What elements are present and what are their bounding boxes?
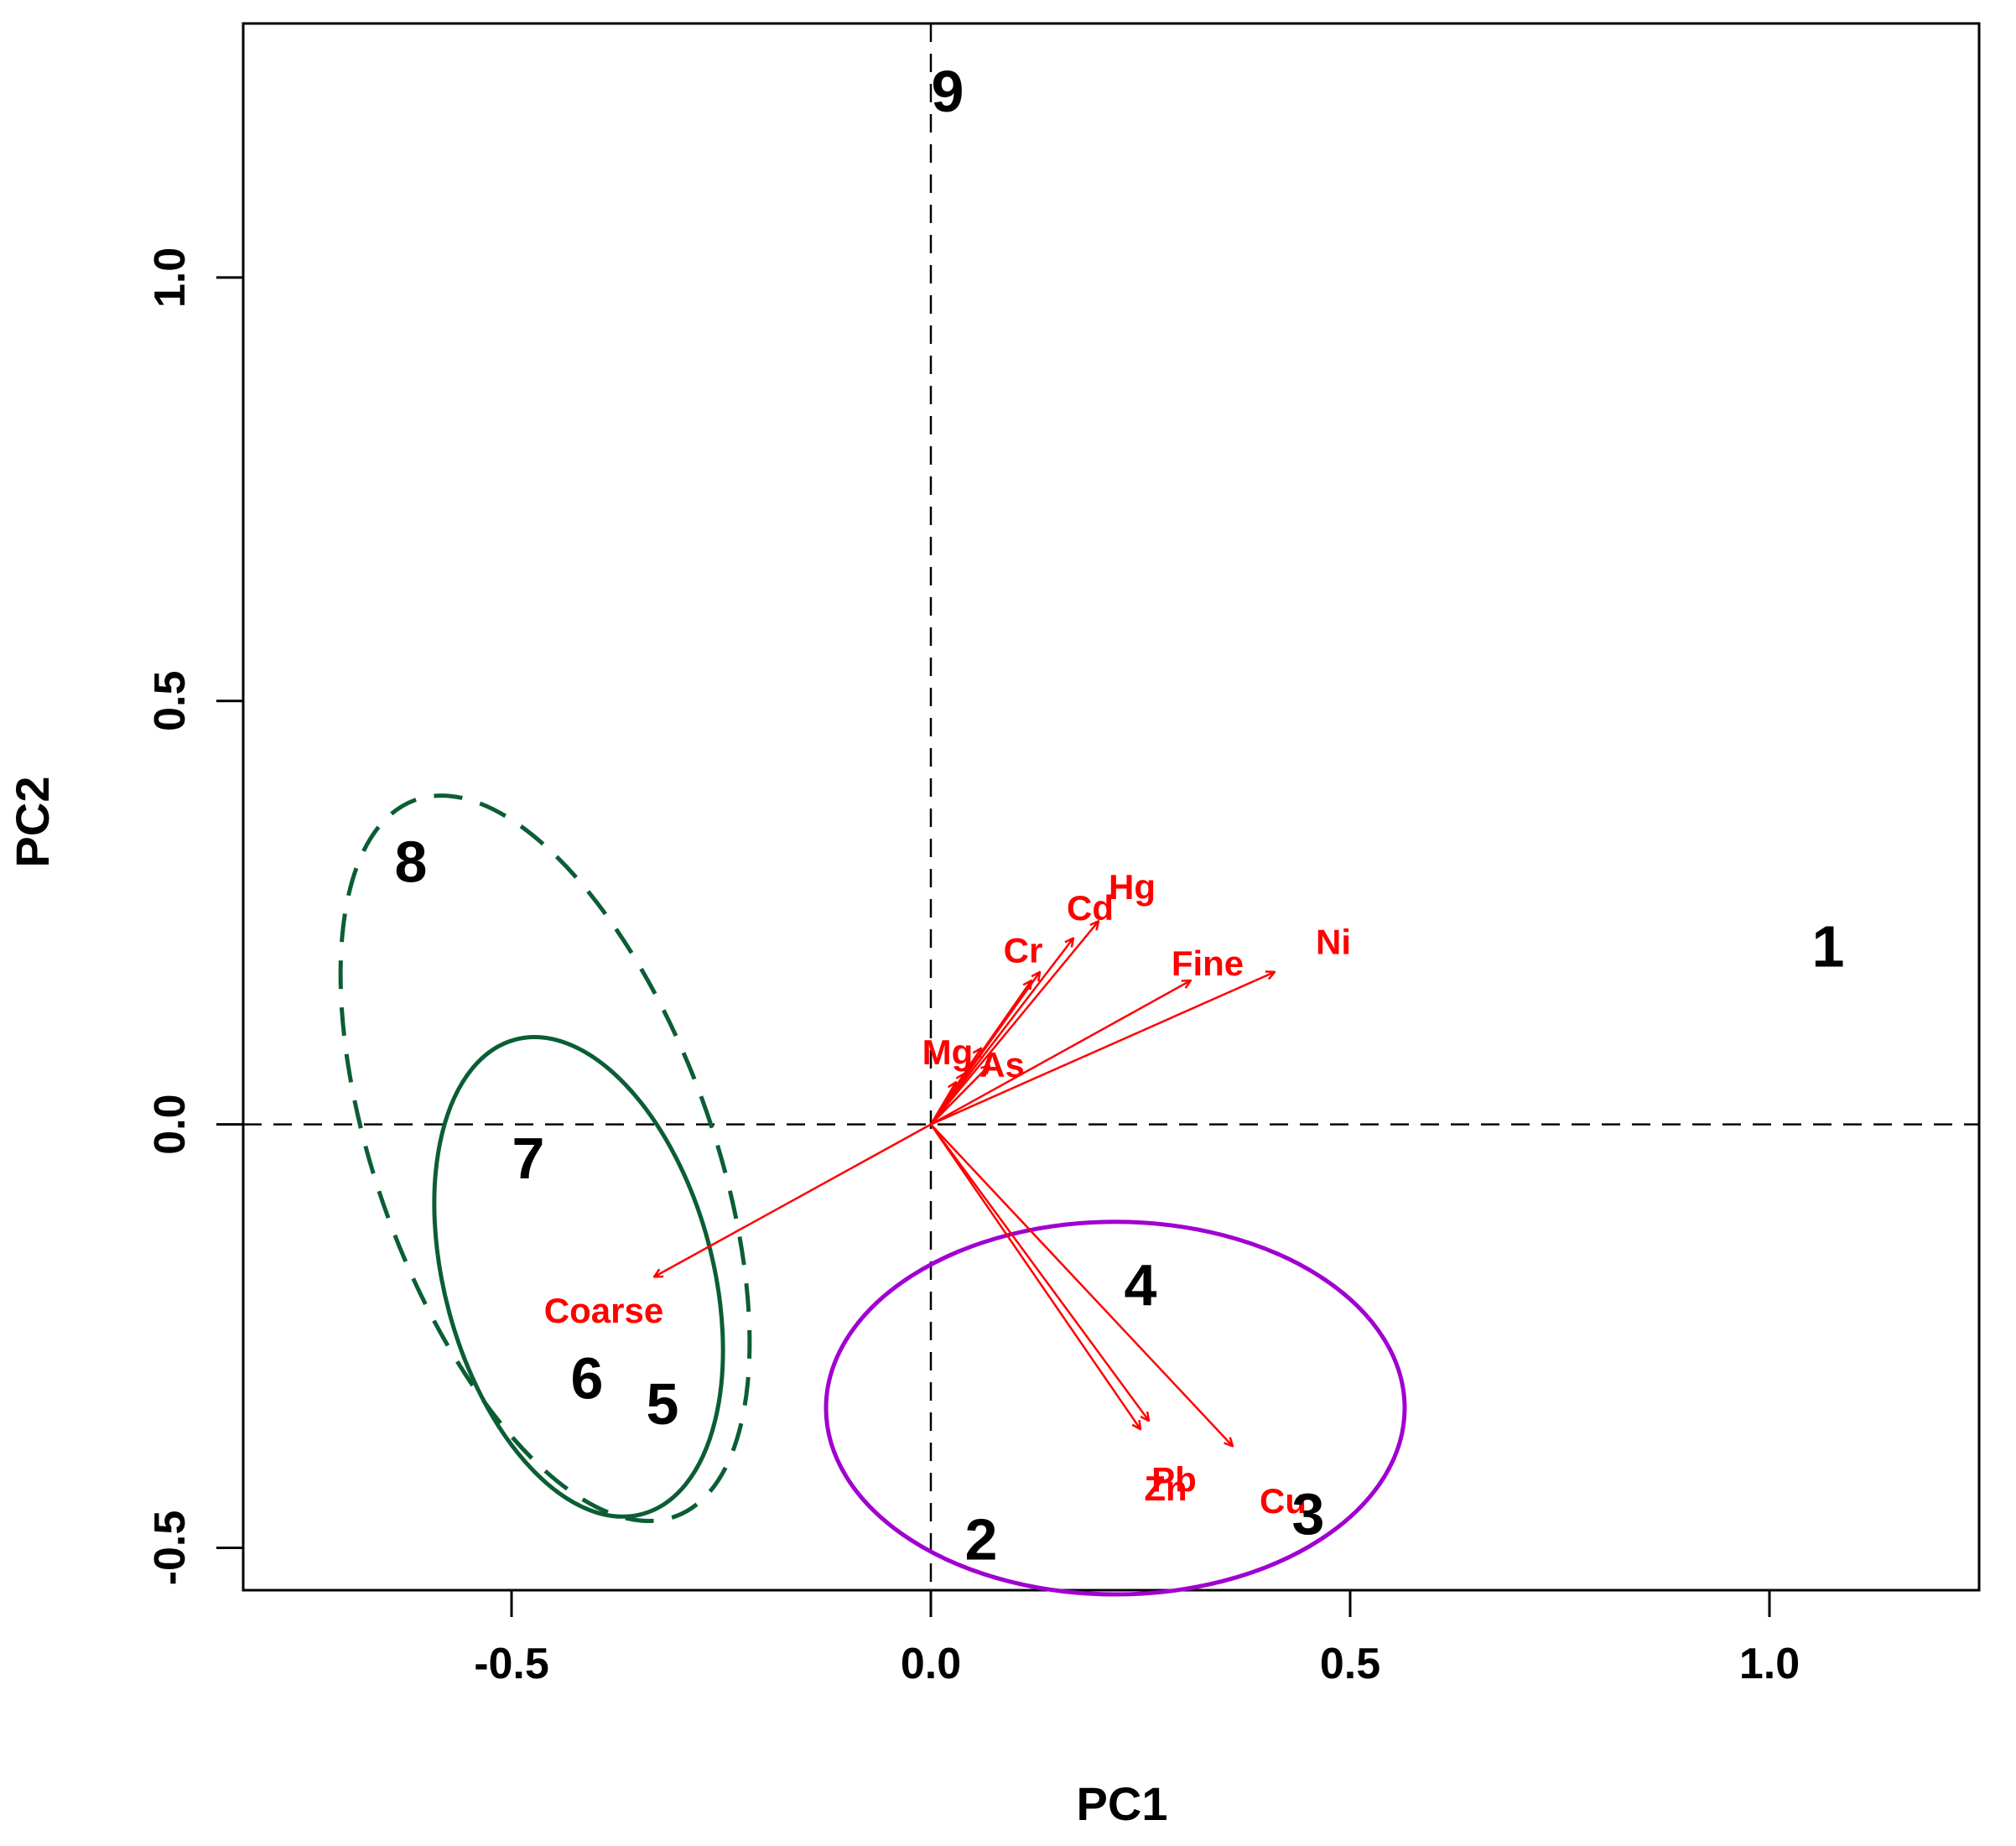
y-tick-label: 0.5 — [146, 671, 195, 731]
loading-arrow-ni — [930, 972, 1275, 1126]
ellipse-green-dashed — [338, 793, 752, 1523]
loading-label-ni: Ni — [1316, 923, 1351, 962]
sample-point-6: 6 — [571, 1346, 604, 1412]
loading-arrow-hg — [930, 921, 1099, 1126]
loading-label-coarse: Coarse — [544, 1291, 663, 1330]
x-tick-label: 0.5 — [1320, 1640, 1380, 1688]
loading-arrow-cr — [929, 972, 1040, 1126]
sample-point-1: 1 — [1812, 914, 1845, 980]
loading-arrow-mg — [929, 1074, 964, 1126]
loading-arrow-as — [930, 1065, 990, 1126]
sample-point-7: 7 — [512, 1126, 545, 1191]
sample-point-4: 4 — [1125, 1252, 1157, 1318]
sample-point-8: 8 — [395, 829, 428, 895]
loading-label-zn: Zn — [1144, 1469, 1187, 1508]
loading-label-pb: Pb — [1151, 1460, 1197, 1500]
loading-label-cr: Cr — [1004, 931, 1043, 970]
x-axis-title: PC1 — [1077, 1777, 1168, 1830]
plot-frame — [242, 22, 1981, 1592]
loading-label-as: As — [979, 1045, 1025, 1084]
loading-arrow-cd — [930, 939, 1073, 1126]
sample-point-5: 5 — [647, 1371, 679, 1437]
loading-arrow-pb — [929, 1123, 1149, 1421]
loading-arrow-cu — [930, 1123, 1233, 1447]
ellipse-purple — [824, 1219, 1407, 1597]
ellipse-green-solid — [432, 1035, 725, 1519]
loading-arrow-coarse — [654, 1123, 932, 1277]
loading-arrow-fine — [930, 980, 1191, 1126]
loading-label-cd: Cd — [1067, 888, 1114, 928]
loading-label-fine: Fine — [1172, 944, 1244, 983]
sample-point-9: 9 — [932, 59, 964, 124]
loading-label-hg: Hg — [1109, 867, 1156, 907]
loading-label-cu: Cu — [1260, 1481, 1307, 1521]
x-tick-label: -0.5 — [474, 1640, 549, 1688]
sample-point-3: 3 — [1292, 1481, 1325, 1547]
loading-label-mg: Mg — [922, 1032, 974, 1072]
x-tick-label: 1.0 — [1739, 1640, 1800, 1688]
y-tick-label: -0.5 — [146, 1511, 195, 1586]
sample-point-2: 2 — [965, 1506, 998, 1572]
y-tick-label: 1.0 — [146, 247, 195, 308]
y-axis-title: PC2 — [6, 777, 59, 868]
loading-arrow-zn — [929, 1123, 1140, 1430]
x-tick-label: 0.0 — [901, 1640, 961, 1688]
y-tick-label: 0.0 — [146, 1095, 195, 1155]
